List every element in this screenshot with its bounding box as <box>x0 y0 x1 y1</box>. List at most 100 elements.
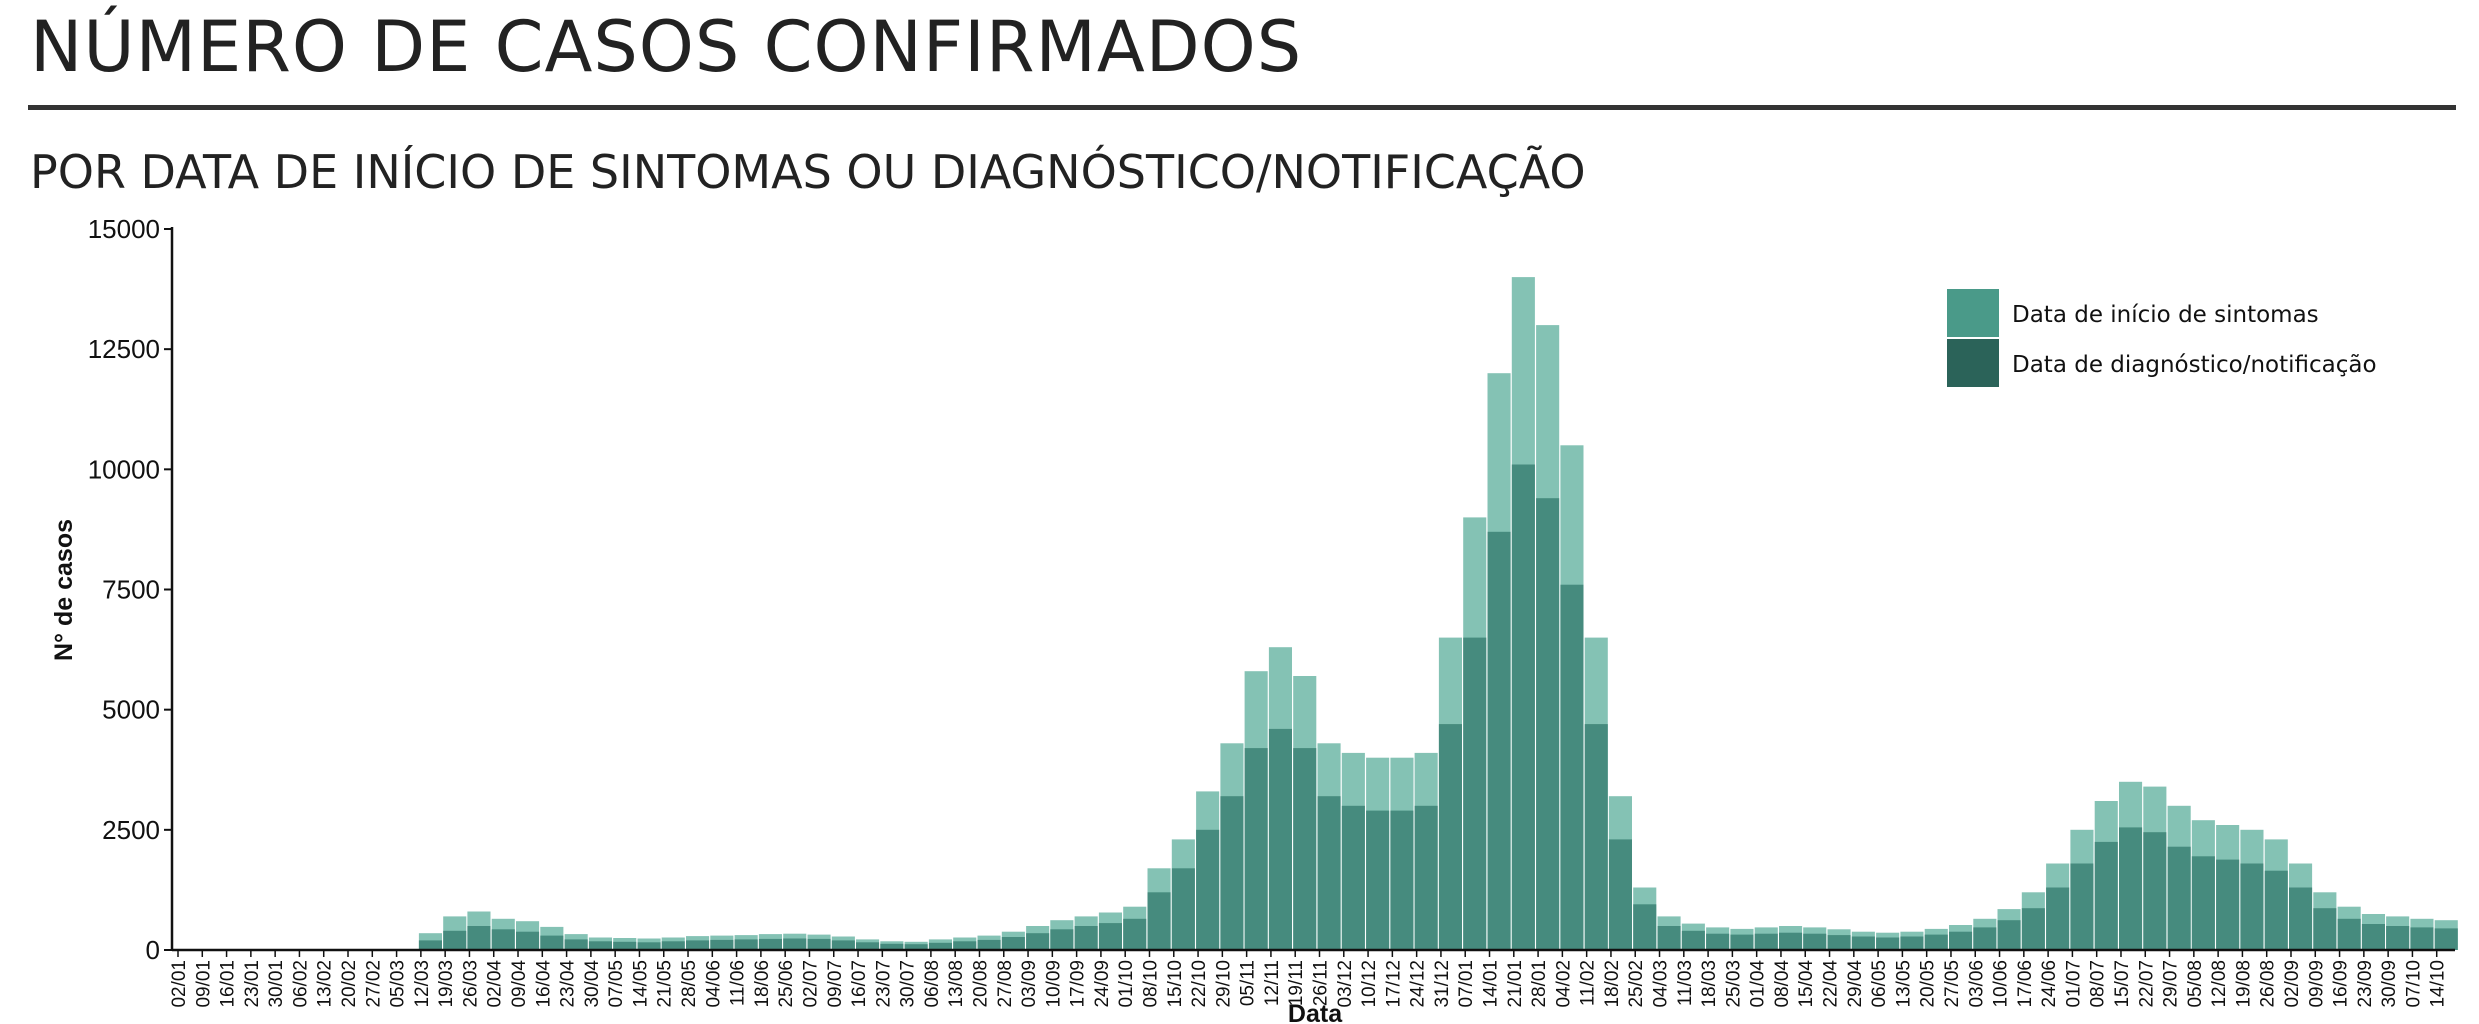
bars-layer <box>394 277 2458 951</box>
x-tick-label: 02/01 <box>169 960 190 1008</box>
bar <box>1220 796 1244 950</box>
x-tick-label: 16/04 <box>533 960 554 1008</box>
x-tick-label: 14/01 <box>1481 960 1502 1008</box>
bar <box>1803 933 1827 950</box>
bar <box>1876 937 1900 950</box>
x-tick-label: 26/11 <box>1311 960 1332 1006</box>
x-tick-label: 22/04 <box>1821 960 1842 1008</box>
bar <box>831 940 855 950</box>
x-tick-label: 15/07 <box>2112 960 2133 1008</box>
bar <box>1050 929 1074 950</box>
x-tick-label: 05/11 <box>1238 960 1259 1006</box>
bar <box>1900 936 1924 950</box>
bar <box>807 938 831 950</box>
x-tick-label: 16/01 <box>218 960 239 1008</box>
x-tick-label: 21/05 <box>655 960 676 1008</box>
x-tick-label: 25/02 <box>1626 960 1647 1008</box>
y-tick-label: 5000 <box>102 695 160 725</box>
bar <box>1268 728 1292 950</box>
bar <box>1414 805 1438 950</box>
x-tick-label: 11/06 <box>728 960 749 1006</box>
legend-swatch-1 <box>1947 289 1999 337</box>
bar <box>977 939 1001 950</box>
bar <box>2191 856 2215 950</box>
x-tick-label: 04/06 <box>703 960 724 1008</box>
x-tick-label: 09/09 <box>2306 960 2327 1008</box>
x-tick-label: 18/02 <box>1602 960 1623 1008</box>
legend-label-1: Data de início de sintomas <box>2012 302 2319 328</box>
bar <box>2070 863 2094 950</box>
y-tick-label: 10000 <box>88 454 160 484</box>
x-tick-label: 29/10 <box>1213 960 1234 1008</box>
x-tick-label: 08/10 <box>1140 960 1161 1008</box>
x-tick-label: 06/08 <box>922 960 943 1008</box>
bar <box>1608 839 1632 950</box>
x-tick-label: 12/08 <box>2209 960 2230 1008</box>
bar <box>467 926 491 950</box>
bar <box>661 941 685 950</box>
y-tick-label: 15000 <box>88 214 160 244</box>
x-tick-label: 01/04 <box>1748 960 1769 1008</box>
bar <box>1779 932 1803 950</box>
bar <box>1341 805 1365 950</box>
x-tick-label: 02/04 <box>485 960 506 1008</box>
bar <box>2094 841 2118 950</box>
x-tick-label: 17/12 <box>1383 960 1404 1008</box>
bar <box>1584 724 1608 950</box>
bar <box>1463 637 1487 950</box>
bar <box>2240 863 2264 950</box>
x-tick-label: 11/03 <box>1675 960 1696 1006</box>
bar <box>1098 923 1122 950</box>
bar <box>1754 933 1778 950</box>
bar <box>1633 904 1657 950</box>
y-tick-label: 7500 <box>102 575 160 605</box>
bar <box>516 931 540 950</box>
bar <box>1511 464 1535 950</box>
x-tick-label: 15/10 <box>1165 960 1186 1008</box>
x-tick-label: 10/12 <box>1359 960 1380 1008</box>
y-axis-label: N° de casos <box>50 519 78 661</box>
legend-swatch-2 <box>1947 339 1999 387</box>
bar <box>880 943 904 950</box>
x-tick-label: 20/08 <box>970 960 991 1008</box>
x-tick-label: 16/09 <box>2331 960 2352 1008</box>
bar <box>2337 918 2361 950</box>
x-tick-label: 29/04 <box>1845 960 1866 1008</box>
x-tick-label: 30/01 <box>266 960 287 1008</box>
x-tick-label: 18/06 <box>752 960 773 1008</box>
x-tick-label: 09/07 <box>825 960 846 1008</box>
x-tick-label: 27/08 <box>995 960 1016 1008</box>
x-tick-label: 06/05 <box>1869 960 1890 1008</box>
bar <box>613 941 637 950</box>
bar <box>710 939 734 950</box>
bar <box>2021 908 2045 950</box>
bar <box>1997 920 2021 950</box>
x-tick-label: 02/09 <box>2282 960 2303 1008</box>
x-tick-label: 08/07 <box>2088 960 2109 1008</box>
x-tick-label: 08/04 <box>1772 960 1793 1008</box>
bar <box>2264 870 2288 950</box>
bar <box>1123 918 1147 950</box>
bar <box>1026 933 1050 950</box>
bar <box>2434 928 2458 950</box>
bar <box>758 938 782 950</box>
y-tick-label: 2500 <box>102 815 160 845</box>
bar <box>2119 827 2143 950</box>
x-tick-label: 25/06 <box>776 960 797 1008</box>
title-divider <box>28 105 2456 110</box>
y-axis-ticks: 0 2500 5000 7500 10000 12500 15000 <box>88 214 172 965</box>
bar <box>443 930 467 950</box>
x-tick-label: 12/03 <box>412 960 433 1008</box>
x-tick-label: 21/01 <box>1505 960 1526 1008</box>
bar <box>1196 829 1220 950</box>
x-tick-label: 30/04 <box>582 960 603 1008</box>
y-tick-label: 12500 <box>88 334 160 364</box>
x-tick-label: 01/07 <box>2063 960 2084 1008</box>
x-tick-label: 14/10 <box>2428 960 2449 1008</box>
bar <box>1438 724 1462 950</box>
x-axis-ticks: 02/01 09/01 16/01 23/01 30/01 06/02 13/02 20/02… <box>169 950 2449 1008</box>
bar <box>1657 926 1681 950</box>
x-tick-label: 03/09 <box>1019 960 1040 1008</box>
bar <box>491 929 515 950</box>
